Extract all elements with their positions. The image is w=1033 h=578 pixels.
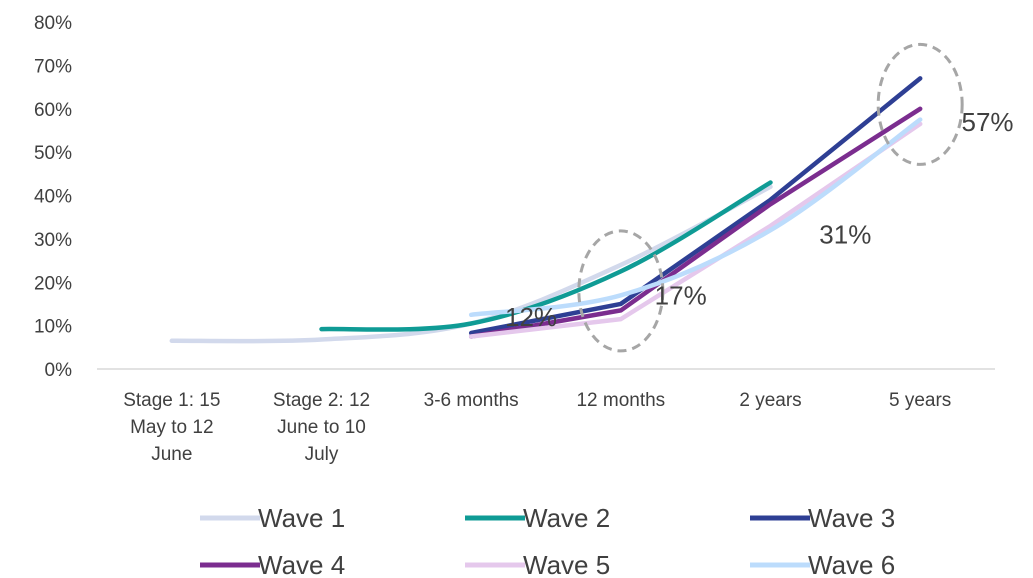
y-tick-label: 0% [45,360,73,381]
legend-label: Wave 2 [523,503,610,533]
legend-item-wave-1: Wave 1 [200,503,345,533]
annotation-label: 12% [505,302,557,332]
y-tick-label: 20% [34,273,72,294]
y-tick-label: 40% [34,187,72,208]
x-category-label: Stage 2: 12 June to 10 July [273,390,370,465]
y-tick-label: 10% [34,317,72,338]
legend: Wave 1 Wave 2 Wave 3 Wave 4 Wave 5 Wave 6 [200,503,895,578]
legend-item-wave-6: Wave 6 [750,550,895,578]
legend-item-wave-2: Wave 2 [465,503,610,533]
legend-label: Wave 5 [523,550,610,578]
series-line-wave-2 [319,180,773,332]
annotation-label: 31% [819,220,871,250]
y-tick-label: 70% [34,56,72,77]
annotation-label: 17% [655,280,707,310]
annotations: 12% 17% 31% 57% [505,107,1014,332]
legend-label: Wave 6 [808,550,895,578]
highlight-ellipses [577,42,964,353]
legend-label: Wave 3 [808,503,895,533]
legend-item-wave-3: Wave 3 [750,503,895,533]
x-category-label: 12 months [576,390,665,411]
annotation-label: 57% [961,107,1013,137]
x-category-label: 3-6 months [424,390,519,411]
series-line-wave-6 [468,117,923,318]
x-category-label: 5 years [889,390,951,411]
series-line-wave-3 [468,76,923,336]
y-axis-ticks: 0% 10% 20% 30% 40% 50% 60% 70% 80% [34,13,72,381]
x-axis-categories: Stage 1: 15 May to 12 June Stage 2: 12 June … [123,390,951,465]
y-tick-label: 60% [34,100,72,121]
legend-item-wave-5: Wave 5 [465,550,610,578]
y-tick-label: 50% [34,143,72,164]
x-category-label: 2 years [739,390,801,411]
y-tick-label: 30% [34,230,72,251]
series-lines [169,76,923,344]
x-category-label: Stage 1: 15 May to 12 June [123,390,220,465]
series-line-wave-4 [468,106,923,339]
legend-label: Wave 1 [258,503,345,533]
y-tick-label: 80% [34,13,72,34]
legend-label: Wave 4 [258,550,345,578]
legend-item-wave-4: Wave 4 [200,550,345,578]
series-line-wave-5 [468,121,923,339]
highlight-ellipse [577,229,665,353]
highlight-ellipse [876,42,964,166]
